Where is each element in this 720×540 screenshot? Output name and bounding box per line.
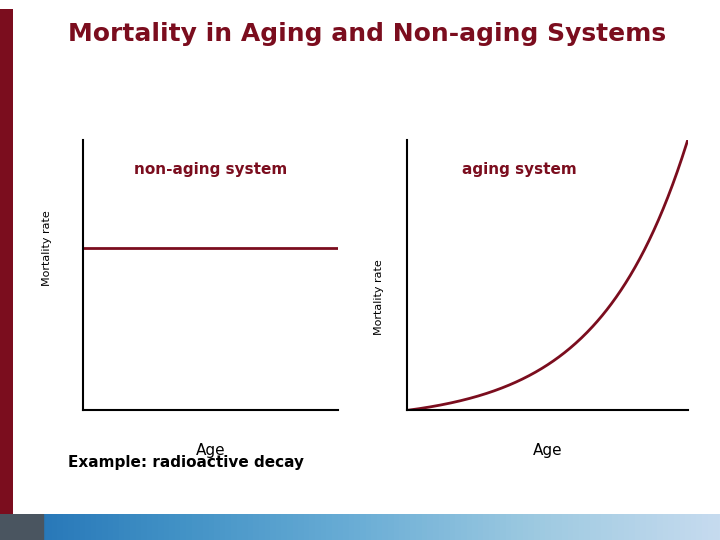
Text: Example: radioactive decay: Example: radioactive decay [68,455,305,470]
Text: Age: Age [532,443,562,458]
Text: Mortality rate: Mortality rate [374,259,384,335]
Text: Mortality in Aging and Non-aging Systems: Mortality in Aging and Non-aging Systems [68,22,667,45]
Bar [0,514,43,540]
Text: non-aging system: non-aging system [134,162,287,177]
Text: Mortality rate: Mortality rate [42,211,52,286]
Text: aging system: aging system [462,162,577,177]
Text: Age: Age [196,443,225,458]
